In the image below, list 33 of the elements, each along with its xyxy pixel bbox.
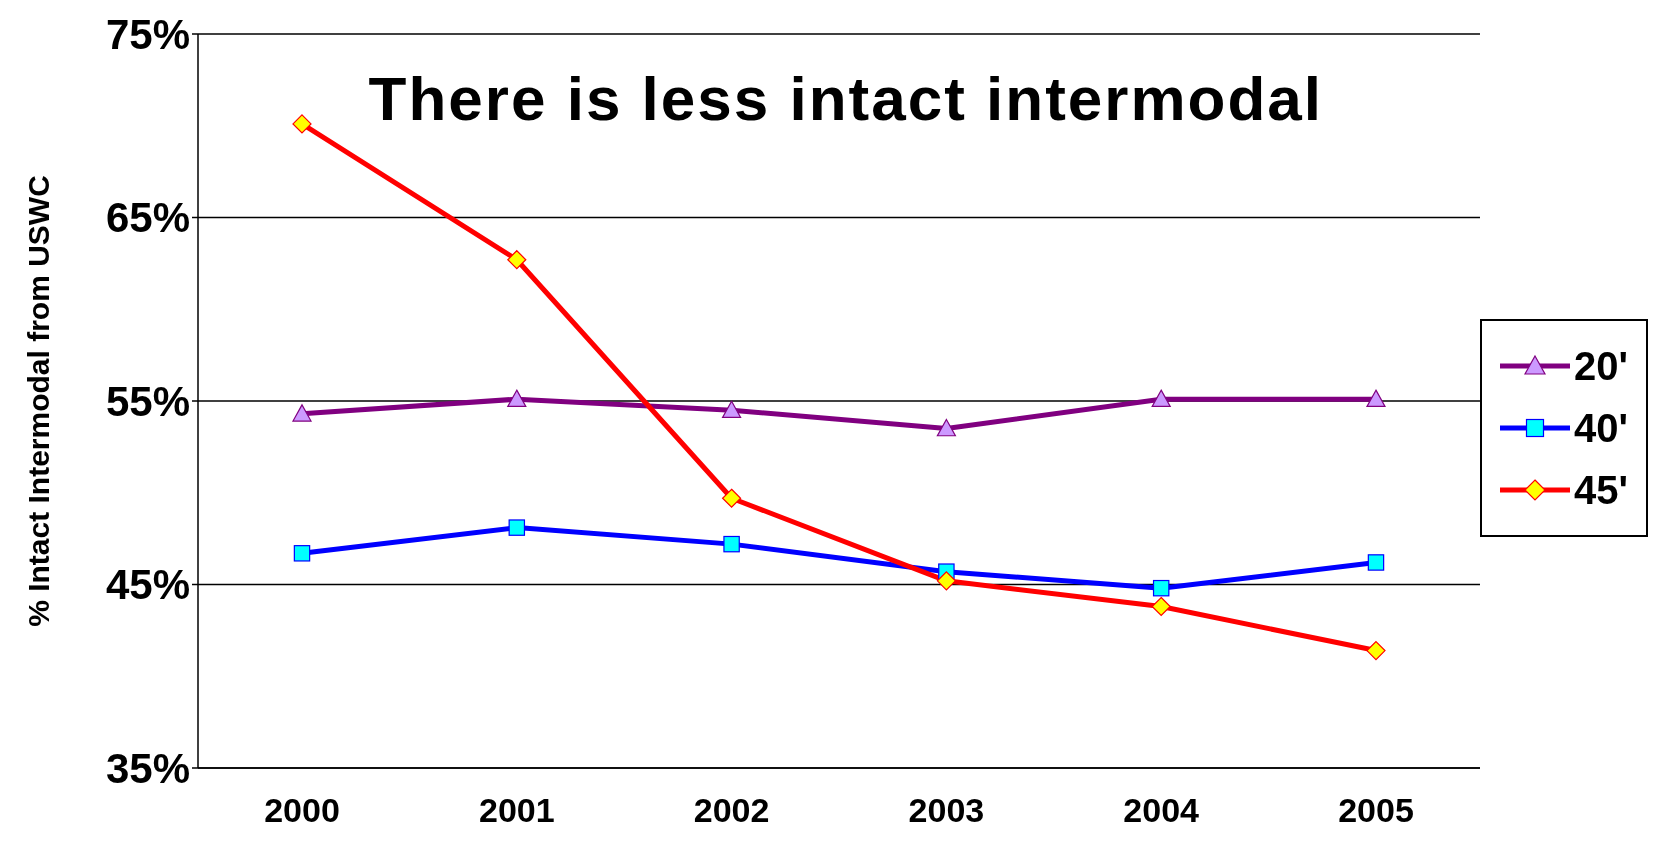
point	[507, 389, 527, 407]
x-tick-label: 2001	[478, 791, 555, 830]
point	[936, 418, 956, 437]
point	[721, 400, 742, 418]
point	[1366, 640, 1386, 661]
point	[292, 114, 312, 134]
y-tick-label: 75%	[105, 10, 190, 58]
y-tick-label: 65%	[105, 194, 190, 242]
point	[1367, 554, 1385, 571]
point	[1152, 579, 1170, 597]
point	[1151, 389, 1171, 407]
x-tick-label: 2000	[264, 791, 340, 830]
y-tick-label: 55%	[105, 377, 190, 425]
point	[507, 250, 527, 270]
x-tick-label: 2003	[908, 791, 985, 830]
legend-label: 40'	[1573, 405, 1628, 451]
point	[1366, 389, 1386, 407]
x-tick-label: 2005	[1338, 791, 1414, 830]
point	[723, 535, 740, 553]
legend-label: 45'	[1573, 467, 1628, 513]
point	[292, 404, 312, 422]
point	[936, 571, 956, 591]
text: There is less intact intermodal	[368, 63, 1323, 134]
point	[1151, 596, 1171, 617]
x-tick-label: 2004	[1123, 791, 1200, 830]
point	[293, 545, 311, 562]
point	[508, 519, 526, 536]
legend-label: 20'	[1573, 343, 1628, 389]
x-tick-label: 2002	[693, 791, 770, 830]
y-tick-label: 45%	[105, 561, 190, 609]
y-axis-title: % Intact Intermodal from USWC	[21, 175, 55, 627]
point	[721, 488, 742, 508]
y-tick-label: 35%	[105, 744, 190, 792]
